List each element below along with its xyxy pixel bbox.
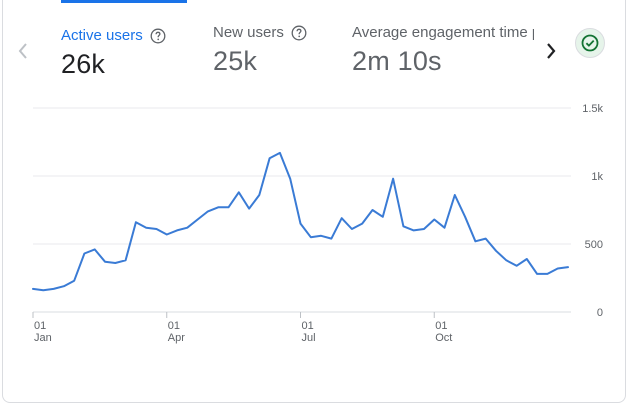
x-tick-day: 01 bbox=[168, 320, 180, 332]
tab-average-engagement-time[interactable]: Average engagement time per active user … bbox=[352, 0, 534, 90]
status-badge[interactable] bbox=[575, 28, 605, 58]
metric-label-wrap: Active users bbox=[61, 27, 166, 44]
x-tick-month: Jan bbox=[34, 332, 52, 344]
metric-label-active-users: Active users bbox=[61, 27, 143, 44]
x-tick-day: 01 bbox=[302, 320, 314, 332]
y-tick-label: 1.5k bbox=[582, 103, 603, 115]
y-tick-label: 1k bbox=[591, 171, 603, 183]
help-circle-icon[interactable] bbox=[291, 25, 307, 41]
metric-label-average-engagement-time: Average engagement time per active user bbox=[352, 24, 534, 41]
y-tick-label: 500 bbox=[585, 239, 603, 251]
x-tick-day: 01 bbox=[435, 320, 447, 332]
metric-value-active-users: 26k bbox=[61, 49, 106, 79]
active-users-series-line bbox=[32, 151, 569, 292]
chevron-left-icon bbox=[18, 43, 27, 59]
chevron-right-icon bbox=[547, 43, 556, 59]
check-circle-icon bbox=[581, 34, 599, 52]
y-tick-label: 0 bbox=[597, 307, 603, 319]
tab-active-users[interactable]: Active users 26k bbox=[61, 0, 187, 93]
x-tick-month: Jul bbox=[302, 332, 316, 344]
previous-metrics-button[interactable] bbox=[11, 36, 35, 66]
next-metrics-button[interactable] bbox=[539, 36, 563, 66]
metric-label-new-users: New users bbox=[213, 24, 284, 41]
x-tick-day: 01 bbox=[34, 320, 46, 332]
metric-label-wrap: Average engagement time per active user bbox=[352, 24, 534, 41]
metric-value-new-users: 25k bbox=[213, 46, 258, 76]
tab-new-users[interactable]: New users 25k bbox=[213, 0, 329, 90]
help-circle-icon[interactable] bbox=[150, 28, 166, 44]
x-tick-month: Apr bbox=[168, 332, 185, 344]
x-tick-month: Oct bbox=[435, 332, 452, 344]
metric-label-wrap: New users bbox=[213, 24, 307, 41]
metric-value-average-engagement-time: 2m 10s bbox=[352, 46, 442, 76]
